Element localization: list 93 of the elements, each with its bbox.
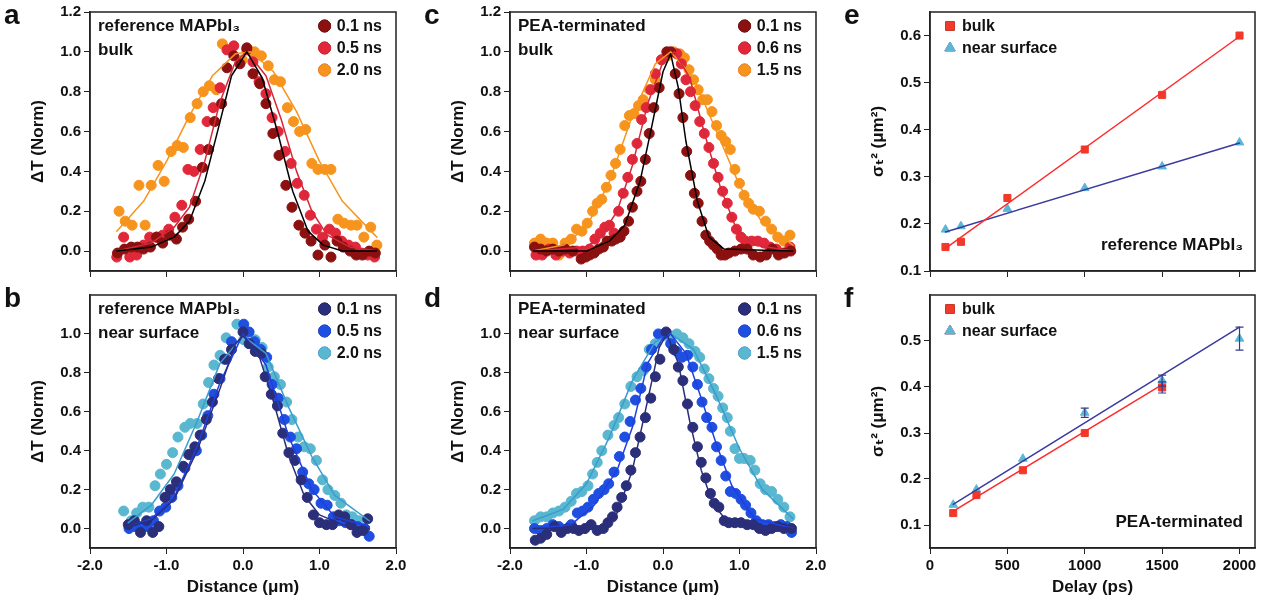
annotation: PEA-terminated xyxy=(518,16,646,36)
y-tick-label: 0.0 xyxy=(60,241,81,259)
legend-label: 0.1 ns xyxy=(336,300,383,318)
y-tick-label: 0.2 xyxy=(60,479,81,497)
x-tick-label: -1.0 xyxy=(153,556,180,574)
y-axis-title: ΔT (Norm) xyxy=(447,379,467,464)
x-tick-label: 2000 xyxy=(1222,556,1257,574)
annotation: reference MAPbI₃ xyxy=(98,16,241,36)
x-tick-label: 0 xyxy=(925,556,935,574)
y-tick-label: 0.5 xyxy=(900,331,921,349)
legend-label: 2.0 ns xyxy=(336,61,383,79)
y-tick-label: 0.0 xyxy=(480,241,501,259)
x-tick-label: 0.0 xyxy=(232,556,254,574)
y-tick-label: 0.8 xyxy=(60,362,81,380)
y-tick-label: 0.2 xyxy=(900,469,921,487)
y-tick-label: 1.2 xyxy=(60,2,81,20)
legend-label: bulk xyxy=(962,300,995,318)
y-tick-label: 0.1 xyxy=(900,261,921,279)
y-tick-label: 0.1 xyxy=(900,515,921,533)
y-tick-label: 0.2 xyxy=(900,214,921,232)
y-tick-label: 0.2 xyxy=(480,479,501,497)
x-axis-title: Distance (μm) xyxy=(606,577,720,597)
y-axis-title: σₜ² (μm²) xyxy=(867,105,887,178)
y-tick-label: 0.5 xyxy=(900,72,921,90)
x-tick-label: 1.0 xyxy=(729,556,750,574)
y-tick-label: 0.8 xyxy=(480,81,501,99)
y-tick-label: 1.0 xyxy=(480,41,501,59)
legend-label: 0.6 ns xyxy=(756,39,803,57)
y-tick-label: 0.4 xyxy=(60,440,82,458)
y-tick-label: 0.0 xyxy=(480,518,501,536)
y-tick-label: 0.6 xyxy=(480,121,501,139)
chart-title: d xyxy=(424,281,442,313)
annotation: bulk xyxy=(98,40,134,60)
y-axis-title: σₜ² (μm²) xyxy=(867,385,887,458)
y-tick-label: 0.2 xyxy=(480,201,501,219)
y-tick-label: 0.2 xyxy=(60,201,81,219)
y-tick-label: 0.4 xyxy=(480,440,502,458)
annotation: bulk xyxy=(518,40,554,60)
legend-label: 0.1 ns xyxy=(756,17,803,35)
x-tick-label: -1.0 xyxy=(573,556,600,574)
legend-label: 0.5 ns xyxy=(336,39,383,57)
legend-label: bulk xyxy=(962,17,995,35)
y-tick-label: 0.8 xyxy=(60,81,81,99)
legend-label: 0.1 ns xyxy=(756,300,803,318)
chart-title: e xyxy=(844,0,860,30)
y-tick-label: 1.2 xyxy=(480,2,501,20)
chart-title: c xyxy=(424,0,440,30)
y-axis-title: ΔT (Norm) xyxy=(27,99,47,184)
legend-label: 0.1 ns xyxy=(336,17,383,35)
annotation: reference MAPbI₃ xyxy=(1100,235,1243,255)
x-tick-label: -2.0 xyxy=(497,556,523,574)
chart-title: a xyxy=(4,0,20,30)
x-tick-label: 500 xyxy=(994,556,1020,574)
y-tick-label: 0.4 xyxy=(60,161,82,179)
x-tick-label: 1.0 xyxy=(309,556,330,574)
y-tick-label: 0.6 xyxy=(900,25,921,43)
legend-label: near surface xyxy=(962,39,1058,57)
y-tick-label: 0.3 xyxy=(900,166,921,184)
x-tick-label: 2.0 xyxy=(805,556,827,574)
x-axis-title: Delay (ps) xyxy=(1051,577,1134,597)
legend-label: 1.5 ns xyxy=(756,344,803,362)
y-tick-label: 1.0 xyxy=(480,324,501,342)
y-tick-label: 0.0 xyxy=(60,518,81,536)
y-tick-label: 1.0 xyxy=(60,41,81,59)
y-tick-label: 0.4 xyxy=(900,119,922,137)
chart-title: f xyxy=(844,281,854,313)
y-tick-label: 0.3 xyxy=(900,423,921,441)
x-axis-title: Distance (μm) xyxy=(186,577,300,597)
annotation: PEA-terminated xyxy=(1115,512,1243,532)
legend-label: 0.5 ns xyxy=(336,322,383,340)
annotation: reference MAPbI₃ xyxy=(98,299,241,319)
y-tick-label: 0.6 xyxy=(480,401,501,419)
y-tick-label: 0.4 xyxy=(900,377,922,395)
x-tick-label: -2.0 xyxy=(77,556,103,574)
y-axis-title: ΔT (Norm) xyxy=(447,99,467,184)
y-tick-label: 0.4 xyxy=(480,161,502,179)
x-tick-label: 1000 xyxy=(1068,556,1102,574)
y-tick-label: 0.6 xyxy=(60,401,81,419)
x-tick-label: 2.0 xyxy=(385,556,407,574)
y-tick-label: 1.0 xyxy=(60,324,81,342)
y-tick-label: 0.6 xyxy=(60,121,81,139)
annotation: near surface xyxy=(518,323,620,343)
x-tick-label: 0.0 xyxy=(652,556,674,574)
annotation: PEA-terminated xyxy=(518,299,646,319)
legend-label: 1.5 ns xyxy=(756,61,803,79)
x-tick-label: 1500 xyxy=(1145,556,1179,574)
chart-title: b xyxy=(4,281,22,313)
legend-label: 2.0 ns xyxy=(336,344,383,362)
legend-label: 0.6 ns xyxy=(756,322,803,340)
y-axis-title: ΔT (Norm) xyxy=(27,379,47,464)
y-tick-label: 0.8 xyxy=(480,362,501,380)
legend-label: near surface xyxy=(962,322,1058,340)
annotation: near surface xyxy=(98,323,200,343)
